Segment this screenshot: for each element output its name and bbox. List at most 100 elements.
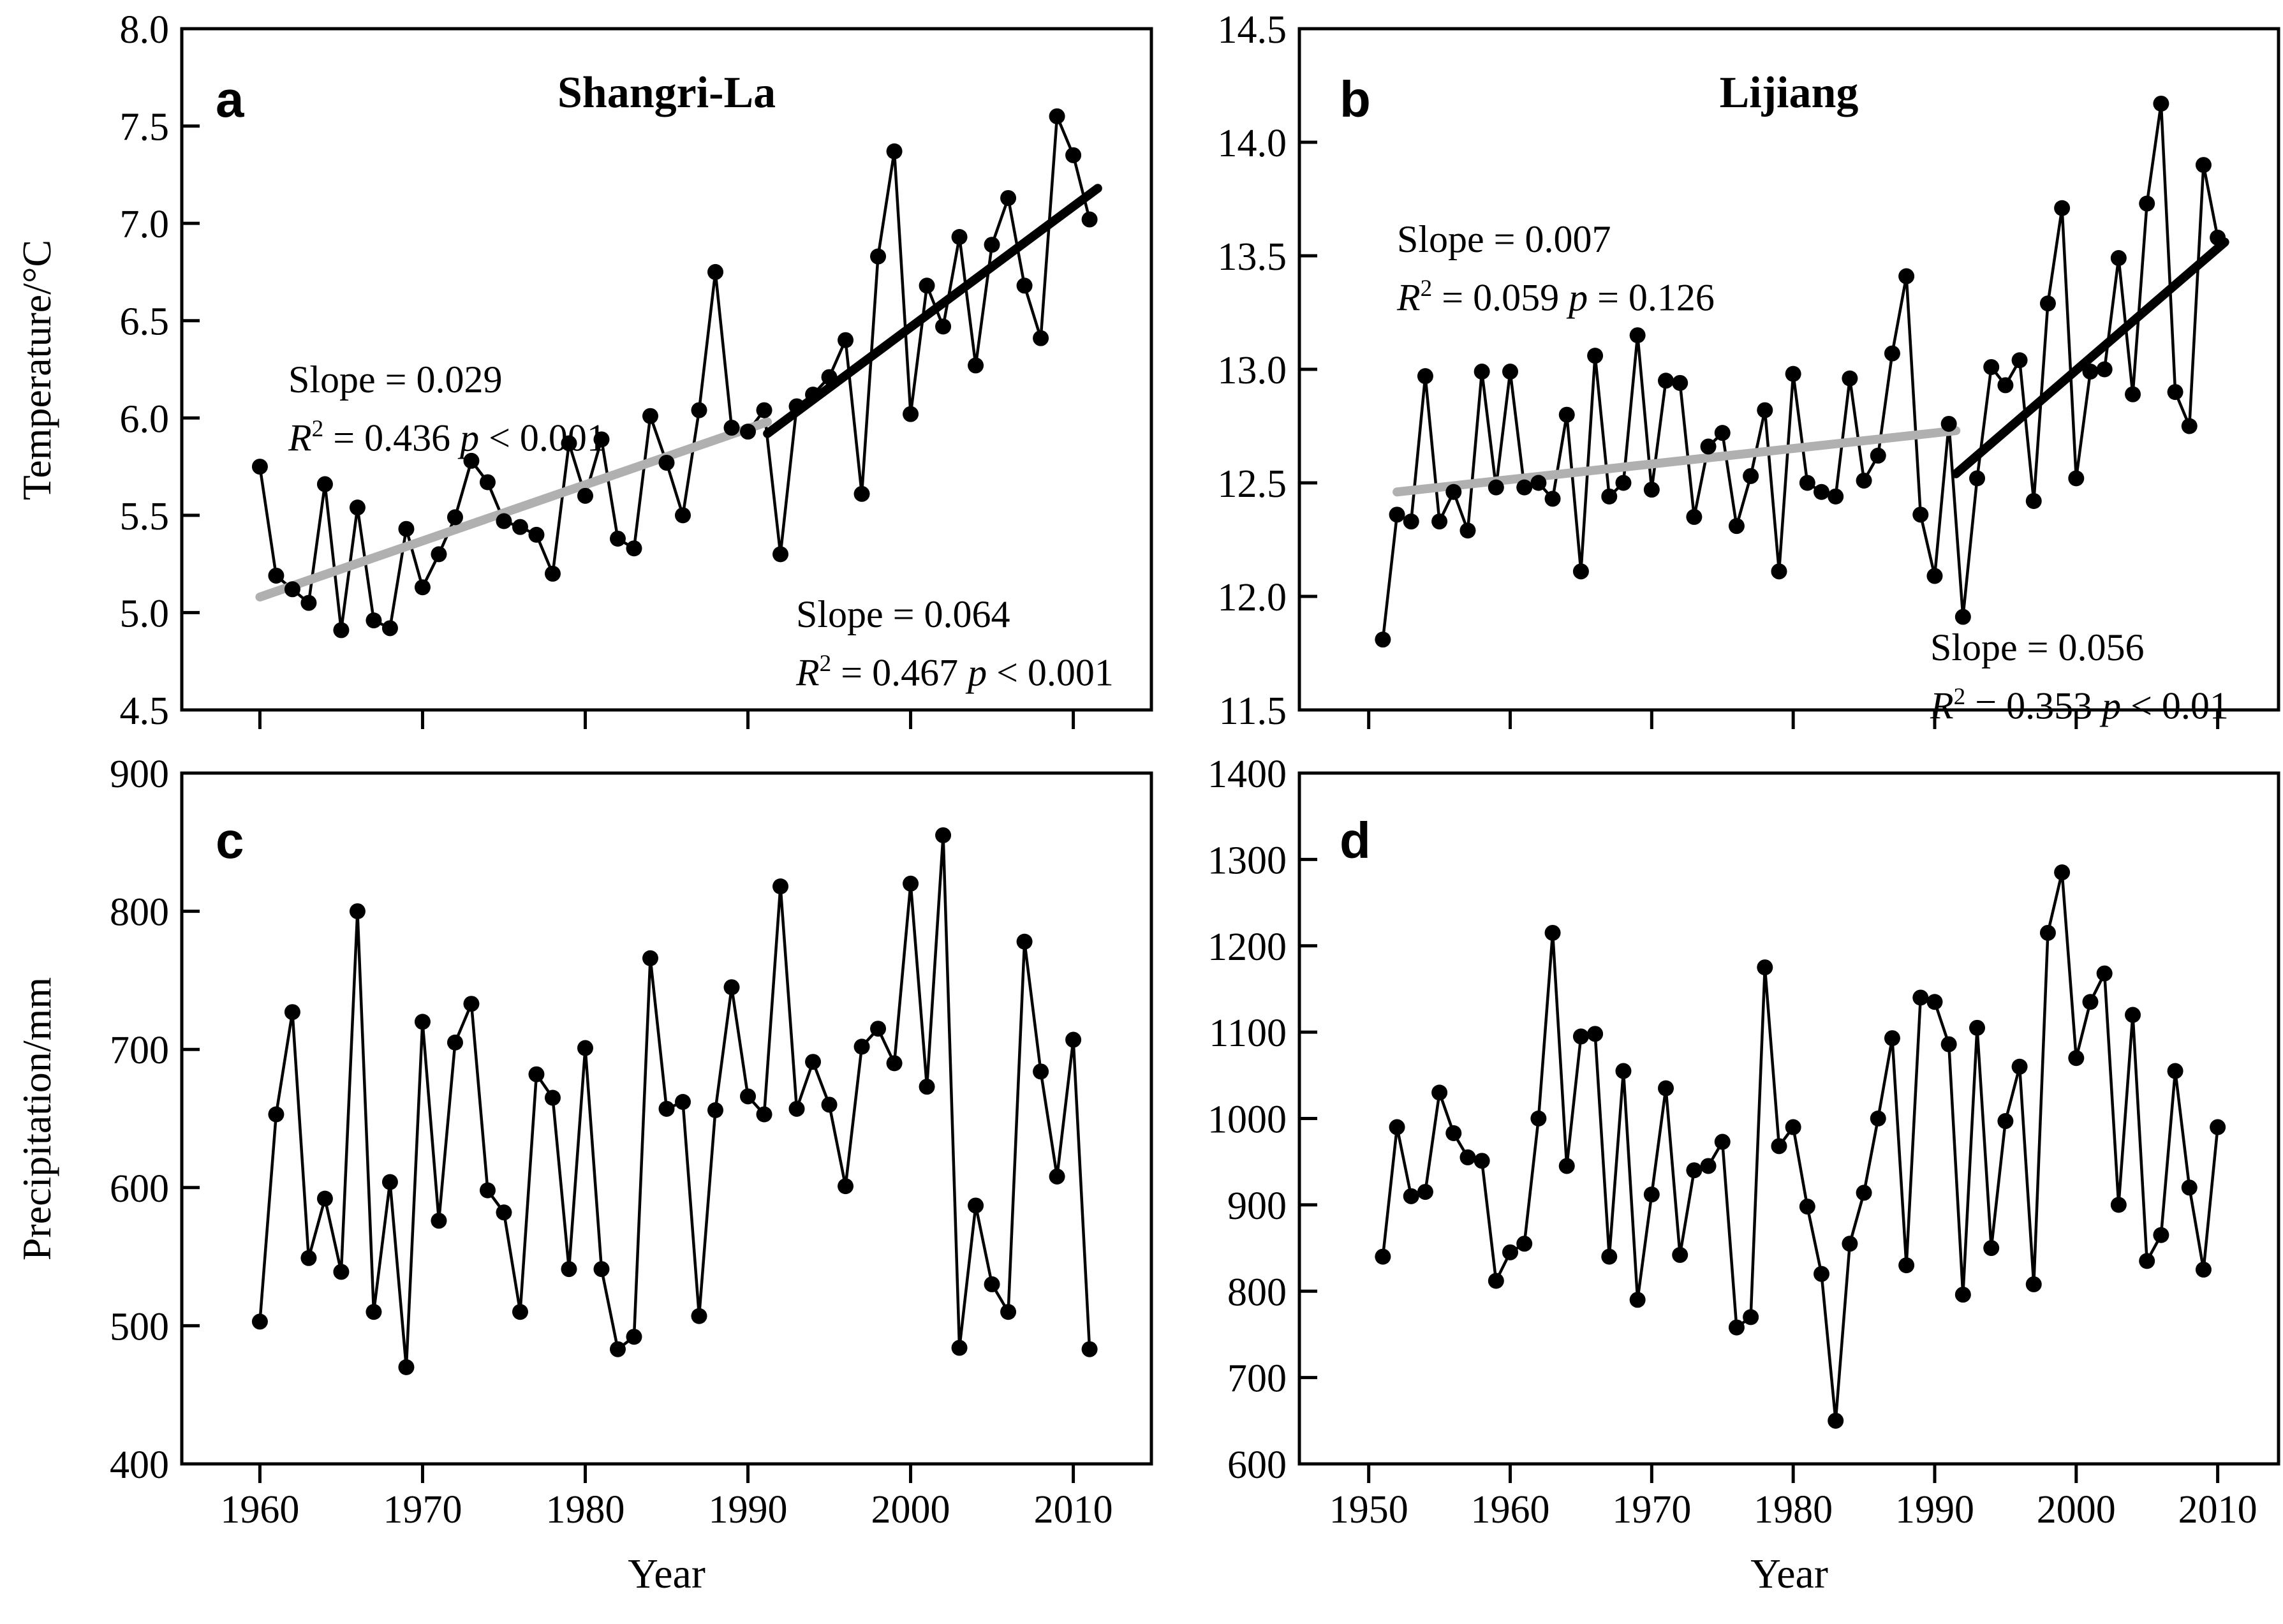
data-point-d-1951 — [1375, 1248, 1391, 1265]
data-point-b-1997 — [2025, 492, 2042, 509]
x-tick-label-c: 1990 — [709, 1488, 788, 1532]
annotation-line: R2 = 0.467 p < 0.001 — [796, 651, 1114, 694]
data-point-b-1952 — [1389, 506, 1405, 523]
data-point-c-1988 — [707, 1102, 724, 1119]
x-tick-label-c: 2000 — [871, 1488, 950, 1532]
annotation-line: Slope = 0.056 — [1930, 626, 2145, 668]
y-tick-label-a: 7.0 — [120, 203, 170, 246]
data-point-b-1981 — [1799, 475, 1815, 491]
data-point-d-1961 — [1516, 1236, 1533, 1252]
trend-line-early-a — [255, 417, 772, 602]
data-point-a-1991 — [756, 402, 772, 418]
panel-frame-a — [180, 27, 1153, 712]
data-point-a-2010 — [1065, 147, 1082, 163]
data-point-a-1978 — [544, 565, 561, 582]
y-tick-label-b: 14.0 — [1218, 122, 1287, 165]
panel-b: 14.5 14.0 13.5 13.0 12.5 12.0 11.5 — [1218, 8, 2280, 733]
data-point-d-1992 — [1954, 1287, 1971, 1303]
data-point-a-1995 — [821, 369, 838, 385]
annotation-line: R2 = 0.436 p < 0.001 — [288, 416, 606, 459]
data-point-a-1988 — [707, 263, 724, 280]
data-point-b-1962 — [1530, 475, 1547, 491]
data-point-d-1973 — [1686, 1162, 1703, 1179]
x-tick-label-d: 1960 — [1471, 1488, 1550, 1532]
data-point-d-1981 — [1799, 1199, 1815, 1215]
data-point-c-2010 — [1065, 1031, 1082, 1048]
data-point-d-1982 — [1814, 1266, 1830, 1282]
data-point-a-1993 — [788, 398, 805, 415]
data-point-b-1977 — [1743, 468, 1759, 484]
data-point-a-2000 — [903, 406, 919, 422]
data-point-a-1982 — [609, 530, 626, 547]
x-tick-label-d: 1970 — [1612, 1488, 1691, 1532]
data-point-d-2004 — [2125, 1007, 2141, 1023]
data-point-b-1976 — [1728, 518, 1745, 535]
data-point-d-1987 — [1884, 1030, 1900, 1047]
data-point-c-2002 — [935, 827, 952, 843]
data-point-c-1987 — [691, 1308, 707, 1324]
data-point-b-2001 — [2082, 364, 2099, 380]
data-point-d-1972 — [1672, 1246, 1688, 1263]
y-tick-label-a: 6.5 — [120, 300, 170, 344]
data-point-c-1984 — [642, 950, 658, 966]
x-tick-label-d: 1950 — [1329, 1488, 1408, 1532]
data-point-b-1968 — [1615, 475, 1632, 491]
x-axis-title-year-right: Year — [1750, 1551, 1828, 1597]
data-point-b-1987 — [1884, 345, 1900, 362]
y-tick-label-a: 5.0 — [120, 592, 170, 635]
data-point-a-1990 — [740, 424, 757, 440]
data-point-c-1975 — [496, 1204, 512, 1221]
data-point-a-1999 — [886, 143, 903, 159]
data-point-b-2005 — [2139, 195, 2155, 212]
data-point-c-1963 — [300, 1250, 317, 1266]
data-point-a-1969 — [398, 520, 415, 537]
data-point-d-1968 — [1615, 1063, 1632, 1079]
data-point-c-2004 — [968, 1197, 984, 1214]
data-point-c-1970 — [414, 1014, 431, 1030]
data-point-b-2006 — [2153, 95, 2169, 112]
y-tick-label-b: 12.0 — [1218, 576, 1287, 619]
panel-c: 1960 1970 1980 1990 2000 2010 900 800 700 600 500 4… — [110, 753, 1153, 1532]
data-point-d-2007 — [2167, 1063, 2183, 1079]
data-point-c-1971 — [431, 1213, 447, 1229]
data-point-c-2005 — [984, 1276, 1000, 1292]
data-point-c-1998 — [870, 1021, 887, 1037]
data-point-b-1998 — [2039, 295, 2056, 312]
data-point-b-2008 — [2181, 418, 2198, 434]
data-point-b-1992 — [1954, 609, 1971, 625]
y-tick-label-d: 700 — [1227, 1357, 1287, 1401]
annotation-line: Slope = 0.064 — [796, 593, 1010, 635]
data-point-d-1986 — [1870, 1111, 1886, 1126]
data-point-a-1977 — [528, 526, 545, 543]
data-point-b-1994 — [1983, 358, 2000, 375]
data-point-d-1959 — [1488, 1273, 1504, 1289]
annotation-a-1: Slope = 0.029 R2 = 0.436 p < 0.001 — [288, 355, 606, 462]
data-point-a-1975 — [496, 513, 512, 529]
data-point-b-2007 — [2167, 384, 2183, 401]
y-axis-title-precipitation: Precipitation/mm — [14, 977, 59, 1261]
y-tick-label-d: 600 — [1227, 1443, 1287, 1487]
data-point-a-2007 — [1016, 277, 1033, 294]
data-point-b-1958 — [1474, 364, 1490, 380]
panel-letter-a: a — [216, 71, 244, 128]
data-point-d-2001 — [2082, 994, 2099, 1010]
data-point-a-1996 — [838, 332, 854, 348]
annotation-line: Slope = 0.029 — [288, 358, 503, 401]
data-point-b-1972 — [1672, 374, 1688, 391]
data-point-d-1958 — [1474, 1153, 1490, 1169]
data-point-b-1978 — [1757, 402, 1773, 418]
data-point-d-1970 — [1643, 1186, 1660, 1203]
data-point-c-2009 — [1049, 1168, 1065, 1185]
data-point-a-1966 — [349, 499, 366, 516]
data-point-c-1989 — [723, 979, 740, 996]
data-point-a-1971 — [431, 546, 447, 563]
data-point-a-1998 — [870, 248, 887, 265]
trend-line-late-b — [1951, 237, 2229, 478]
data-point-b-1990 — [1926, 568, 1943, 584]
data-point-c-1972 — [447, 1034, 463, 1051]
data-point-c-1973 — [463, 996, 480, 1012]
x-tick-label-c: 1970 — [383, 1488, 462, 1532]
data-point-c-2006 — [1000, 1304, 1017, 1320]
data-point-b-1985 — [1856, 472, 1872, 489]
